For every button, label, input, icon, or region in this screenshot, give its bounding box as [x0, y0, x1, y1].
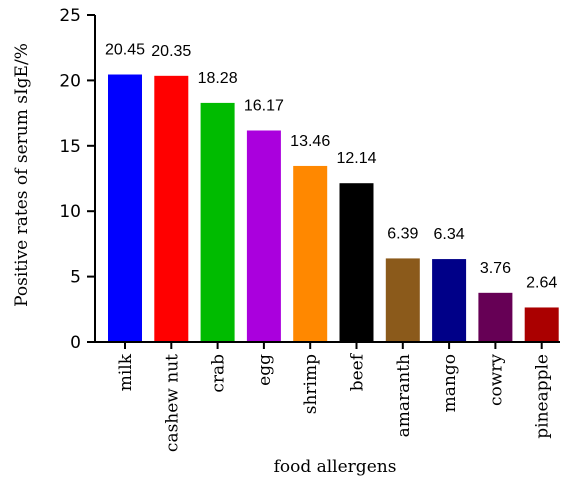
data-label: 6.34 [434, 226, 465, 243]
x-tick-label: egg [255, 354, 275, 386]
y-tick-label: 20 [59, 71, 81, 91]
data-label: 20.35 [151, 43, 191, 60]
data-label: 2.64 [526, 274, 557, 291]
x-tick-label: cowry [486, 354, 506, 406]
bar-cashew-nut [154, 75, 189, 343]
y-tick-label: 25 [59, 6, 81, 26]
bars-group [108, 74, 559, 343]
y-tick-label: 10 [59, 202, 81, 222]
data-label: 6.39 [387, 225, 418, 242]
bar-cowry [478, 292, 513, 342]
bar-egg [246, 130, 281, 342]
x-tick-label: milk [116, 353, 136, 391]
data-labels-group: 20.45 20.35 18.28 16.17 13.46 12.14 6.39 6.34 3.… [105, 42, 557, 292]
bar-beef [339, 183, 374, 342]
x-tick-label: mango [440, 354, 460, 412]
bar-shrimp [293, 165, 328, 342]
x-axis-title: food allergens [274, 457, 397, 477]
x-tick-label: cashew nut [162, 354, 182, 452]
y-axis-title: Positive rates of serum sIgE/% [12, 43, 32, 307]
bar-mango [432, 259, 467, 342]
x-tick-label: crab [209, 354, 229, 393]
y-ticks-group: 0 5 10 15 20 25 [59, 6, 95, 353]
x-ticks-group: milk cashew nut crab egg shrimp beef amaranth m… [116, 342, 553, 452]
data-label: 20.45 [105, 42, 145, 59]
data-label: 16.17 [244, 97, 284, 114]
bar-crab [200, 102, 235, 342]
y-tick-label: 5 [70, 268, 81, 288]
data-label: 3.76 [480, 260, 511, 277]
x-tick-label: pineapple [533, 354, 553, 439]
y-tick-label: 15 [59, 137, 81, 157]
x-tick-label: shrimp [301, 354, 321, 414]
bar-pineapple [524, 307, 559, 342]
data-label: 13.46 [290, 133, 330, 150]
data-label: 12.14 [336, 150, 376, 167]
x-tick-label: amaranth [394, 354, 414, 437]
data-label: 18.28 [198, 70, 238, 87]
bar-milk [108, 74, 142, 342]
y-tick-label: 0 [70, 333, 81, 353]
bar-amaranth [385, 258, 420, 342]
x-tick-label: beef [348, 352, 368, 391]
